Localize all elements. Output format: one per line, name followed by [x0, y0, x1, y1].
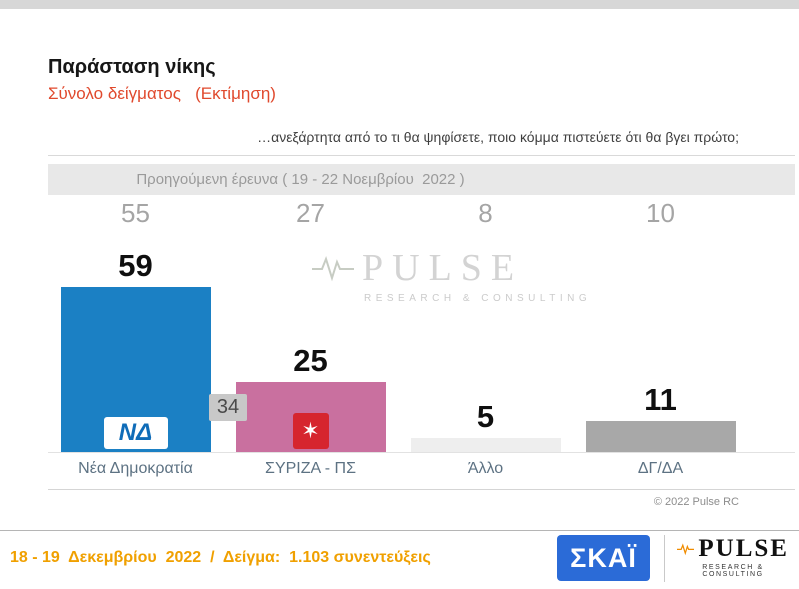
bar-chart: 59 ΝΔ 25 ✶ 5 11: [48, 228, 748, 452]
fieldwork-info-text: 18 - 19 Δεκεμβρίου 2022 / Δείγμα: 1.103 …: [10, 549, 431, 566]
bar-value-nd: 59: [118, 248, 153, 283]
pulse-logo-subtext: RESEARCH & CONSULTING: [702, 564, 764, 578]
previous-value-syriza: 27: [296, 198, 325, 228]
previous-value-nd: 55: [121, 198, 150, 228]
page-subtitle: Σύνολο δείγματος (Εκτίμηση): [48, 84, 276, 103]
previous-value-dgda: 10: [646, 198, 675, 228]
watermark-text: PULSE: [362, 247, 524, 289]
watermark-subtext: RESEARCH & CONSULTING: [364, 293, 592, 304]
pulse-logo-text: PULSE: [698, 535, 789, 562]
chart-baseline: [48, 452, 795, 453]
previous-values-row: 55 27 8 10: [48, 198, 748, 229]
lead-difference-badge: 34: [209, 394, 247, 421]
bar-column-dgda: 11: [573, 228, 748, 452]
waveform-icon: [677, 543, 695, 556]
copyright-notice: © 2022 Pulse RC: [653, 496, 739, 508]
bar-allo: [410, 438, 561, 452]
category-labels-row: Νέα Δημοκρατία ΣΥΡΙΖΑ - ΠΣ Άλλο ΔΓ/ΔΑ: [48, 460, 748, 478]
category-label-nd: Νέα Δημοκρατία: [78, 460, 193, 477]
divider-bottom: [48, 489, 795, 490]
skai-logo: ΣΚΑΪ: [557, 535, 650, 581]
syriza-logo-star-icon: ✶: [301, 418, 320, 443]
nd-logo-text: ΝΔ: [118, 419, 153, 446]
syriza-party-logo: ✶: [292, 413, 329, 449]
bar-column-nd: 59 ΝΔ: [48, 228, 223, 452]
divider-top: [48, 155, 795, 156]
category-label-allo: Άλλο: [467, 460, 504, 477]
bar-column-allo: 5: [398, 228, 573, 452]
category-label-syriza: ΣΥΡΙΖΑ - ΠΣ: [265, 460, 356, 477]
bar-nd: ΝΔ: [60, 287, 211, 452]
previous-survey-band: Προηγούμενη έρευνα ( 19 - 22 Νοεμβρίου 2…: [48, 164, 795, 195]
survey-question: …ανεξάρτητα από το τι θα ψηφίσετε, ποιο …: [257, 129, 739, 145]
window-top-strip: [0, 0, 799, 9]
bar-value-allo: 5: [476, 399, 495, 434]
bar-value-syriza: 25: [293, 343, 328, 378]
pulse-logo: PULSE RESEARCH & CONSULTING: [677, 535, 789, 578]
bar-syriza: ✶: [235, 382, 386, 452]
category-label-dgda: ΔΓ/ΔΑ: [637, 460, 684, 477]
page-title: Παράσταση νίκης: [48, 56, 216, 78]
bar-column-syriza: 25 ✶: [223, 228, 398, 452]
nd-party-logo: ΝΔ: [103, 417, 168, 449]
waveform-icon: [312, 256, 354, 282]
footer-divider: [0, 530, 799, 531]
skai-logo-text: ΣΚΑΪ: [570, 542, 637, 573]
bar-value-dgda: 11: [644, 382, 677, 417]
previous-value-allo: 8: [478, 198, 493, 228]
logo-divider: [664, 535, 665, 582]
previous-survey-label: Προηγούμενη έρευνα ( 19 - 22 Νοεμβρίου 2…: [136, 171, 465, 188]
bar-dgda: [585, 421, 736, 452]
pulse-watermark: PULSE RESEARCH & CONSULTING: [312, 246, 591, 304]
